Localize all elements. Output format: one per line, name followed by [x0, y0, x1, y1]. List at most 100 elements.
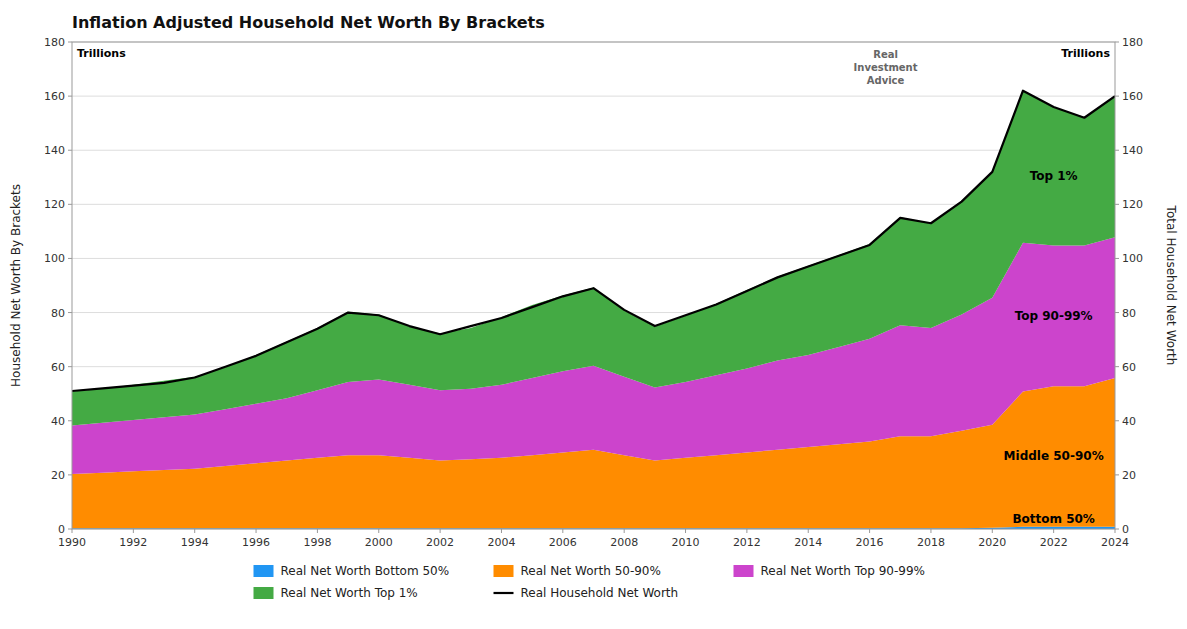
legend-label: Real Household Net Worth: [521, 586, 679, 600]
x-tick-label: 2024: [1101, 536, 1129, 549]
y2-tick-label: 160: [1122, 90, 1143, 103]
x-tick: [624, 529, 625, 533]
x-tick-label: 2008: [610, 536, 638, 549]
legend-swatch: [254, 565, 274, 577]
unit-note: Trillions: [1061, 47, 1110, 60]
y2-tick: [1115, 150, 1119, 151]
y2-tick-label: 180: [1122, 36, 1143, 49]
y-tick: [68, 474, 72, 475]
y2-tick: [1115, 96, 1119, 97]
legend-swatch: [494, 592, 514, 594]
area-band: [72, 91, 1115, 425]
x-tick-label: 1990: [58, 536, 86, 549]
y-tick-label: 60: [51, 361, 65, 374]
x-tick: [72, 529, 73, 533]
y2-tick: [1115, 258, 1119, 259]
x-tick-label: 1998: [303, 536, 331, 549]
grid: [72, 42, 1115, 529]
y-tick: [68, 42, 72, 43]
y2-tick-label: 20: [1122, 469, 1136, 482]
y-tick-label: 140: [44, 144, 65, 157]
x-tick: [992, 529, 993, 533]
y2-tick-label: 100: [1122, 252, 1143, 265]
x-tick-label: 2018: [917, 536, 945, 549]
x-tick-label: 2000: [365, 536, 393, 549]
y2-tick-label: 0: [1122, 523, 1129, 536]
y2-tick: [1115, 420, 1119, 421]
y-tick-label: 160: [44, 90, 65, 103]
y2-tick: [1115, 204, 1119, 205]
band-label: Bottom 50%: [1012, 512, 1095, 526]
x-tick: [869, 529, 870, 533]
x-tick: [378, 529, 379, 533]
chart: 1990199219941996199820002002200420062008…: [0, 0, 1187, 629]
x-tick: [808, 529, 809, 533]
y-tick-label: 120: [44, 198, 65, 211]
title: Inflation Adjusted Household Net Worth B…: [72, 13, 545, 32]
plot-area: [72, 91, 1115, 529]
annotations: Trillions Trillions RealInvestmentAdvice To…: [77, 47, 1110, 526]
x-tick: [746, 529, 747, 533]
total-line: [72, 91, 1115, 391]
x-tick-label: 2002: [426, 536, 454, 549]
y2-axis-label: Total Household Net Worth: [1164, 205, 1178, 366]
x-tick-label: 2004: [487, 536, 515, 549]
legend-label: Real Net Worth 50-90%: [521, 564, 661, 578]
y2-tick: [1115, 474, 1119, 475]
x-tick: [1115, 529, 1116, 533]
y2-tick: [1115, 312, 1119, 313]
y-tick: [68, 96, 72, 97]
y2-tick-label: 120: [1122, 198, 1143, 211]
legend-swatch: [254, 587, 274, 599]
y-tick-label: 180: [44, 36, 65, 49]
y-tick: [68, 312, 72, 313]
y-tick: [68, 420, 72, 421]
y-tick: [68, 258, 72, 259]
x-tick-label: 2020: [978, 536, 1006, 549]
band-label: Middle 50-90%: [1004, 449, 1104, 463]
x-tick: [501, 529, 502, 533]
grid-line: [72, 96, 1115, 97]
x-tick: [256, 529, 257, 533]
x-tick: [685, 529, 686, 533]
x-tick: [1053, 529, 1054, 533]
y-tick-label: 80: [51, 307, 65, 320]
grid-line: [72, 150, 1115, 151]
x-tick: [440, 529, 441, 533]
x-tick-label: 2022: [1040, 536, 1068, 549]
x-tick-label: 2012: [733, 536, 761, 549]
y-tick-label: 100: [44, 252, 65, 265]
band-label: Top 1%: [1030, 169, 1078, 183]
y2-tick: [1115, 366, 1119, 367]
x-tick-label: 1994: [181, 536, 209, 549]
y-tick-label: 40: [51, 415, 65, 428]
y-tick-label: 0: [58, 523, 65, 536]
y-tick: [68, 529, 72, 530]
watermark: RealInvestmentAdvice: [854, 49, 918, 86]
legend-label: Real Net Worth Top 1%: [281, 586, 418, 600]
x-tick: [133, 529, 134, 533]
x-tick: [317, 529, 318, 533]
legend-label: Real Net Worth Top 90-99%: [761, 564, 925, 578]
legend-swatch: [494, 565, 514, 577]
y2-tick: [1115, 42, 1119, 43]
unit-note: Trillions: [77, 47, 126, 60]
y-tick: [68, 366, 72, 367]
plot-frame: [72, 42, 1115, 529]
y-tick-label: 20: [51, 469, 65, 482]
x-tick-label: 2006: [549, 536, 577, 549]
x-tick: [194, 529, 195, 533]
y2-tick: [1115, 529, 1119, 530]
y2-tick-label: 40: [1122, 415, 1136, 428]
x-tick-label: 1996: [242, 536, 270, 549]
x-tick-label: 2016: [856, 536, 884, 549]
y-tick: [68, 150, 72, 151]
y2-tick-label: 60: [1122, 361, 1136, 374]
x-tick: [562, 529, 563, 533]
x-tick-label: 2014: [794, 536, 822, 549]
band-label: Top 90-99%: [1015, 309, 1093, 323]
x-tick: [930, 529, 931, 533]
x-tick-label: 2010: [672, 536, 700, 549]
y2-tick-label: 140: [1122, 144, 1143, 157]
y-tick: [68, 204, 72, 205]
